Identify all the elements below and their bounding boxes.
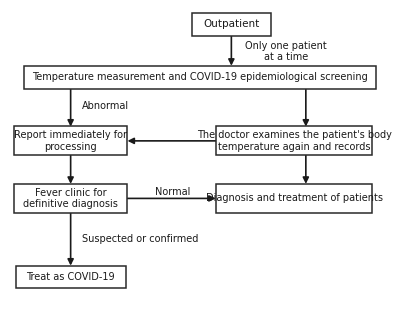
Text: Report immediately for
processing: Report immediately for processing xyxy=(14,130,127,152)
FancyBboxPatch shape xyxy=(16,266,126,289)
FancyBboxPatch shape xyxy=(192,13,270,36)
Text: Abnormal: Abnormal xyxy=(82,101,130,111)
FancyBboxPatch shape xyxy=(14,126,128,155)
FancyBboxPatch shape xyxy=(216,184,372,213)
Text: Suspected or confirmed: Suspected or confirmed xyxy=(82,234,199,244)
Text: Fever clinic for
definitive diagnosis: Fever clinic for definitive diagnosis xyxy=(23,188,118,209)
FancyBboxPatch shape xyxy=(216,126,372,155)
Text: Diagnosis and treatment of patients: Diagnosis and treatment of patients xyxy=(206,193,382,203)
Text: The doctor examines the patient's body
temperature again and records: The doctor examines the patient's body t… xyxy=(197,130,392,152)
Text: Temperature measurement and COVID-19 epidemiological screening: Temperature measurement and COVID-19 epi… xyxy=(32,72,368,82)
FancyBboxPatch shape xyxy=(14,184,128,213)
Text: Normal: Normal xyxy=(155,187,190,197)
Text: Only one patient
at a time: Only one patient at a time xyxy=(245,41,327,62)
Text: Treat as COVID-19: Treat as COVID-19 xyxy=(26,272,115,282)
FancyBboxPatch shape xyxy=(24,66,376,89)
Text: Outpatient: Outpatient xyxy=(203,19,260,29)
